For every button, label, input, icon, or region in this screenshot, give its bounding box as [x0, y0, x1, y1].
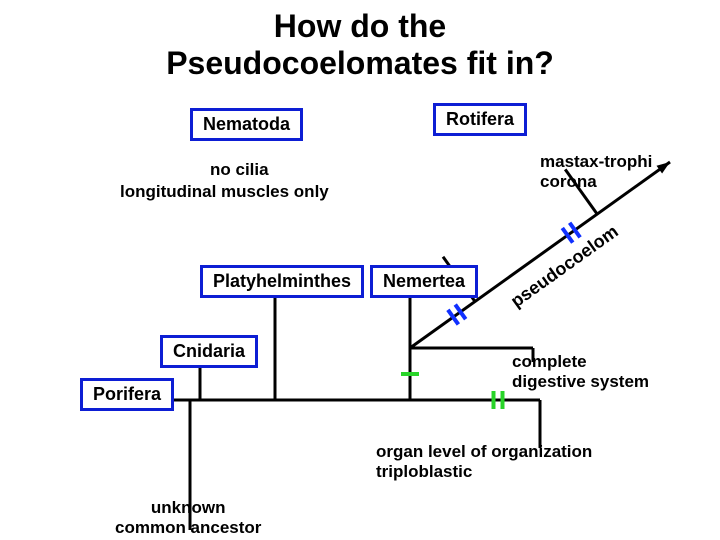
- trait-pseudocoelom: pseudocoelom: [507, 221, 623, 312]
- taxon-rotifera: Rotifera: [433, 103, 527, 136]
- trait-mastax: mastax-trophi: [540, 152, 652, 172]
- page-title: How do the Pseudocoelomates fit in?: [0, 0, 720, 82]
- trait-complete-digestive: complete digestive system: [512, 352, 649, 391]
- trait-longitudinal: longitudinal muscles only: [120, 182, 329, 202]
- taxon-nematoda: Nematoda: [190, 108, 303, 141]
- taxon-cnidaria: Cnidaria: [160, 335, 258, 368]
- trait-unknown-ancestor: unknown common ancestor: [115, 498, 261, 537]
- trait-corona: corona: [540, 172, 597, 192]
- taxon-platyhelminthes: Platyhelminthes: [200, 265, 364, 298]
- taxon-porifera: Porifera: [80, 378, 174, 411]
- trait-no-cilia: no cilia: [210, 160, 269, 180]
- title-line-1: How do the: [0, 8, 720, 45]
- taxon-nemertea: Nemertea: [370, 265, 478, 298]
- title-line-2: Pseudocoelomates fit in?: [0, 45, 720, 82]
- trait-organ-level: organ level of organization triploblasti…: [376, 442, 592, 481]
